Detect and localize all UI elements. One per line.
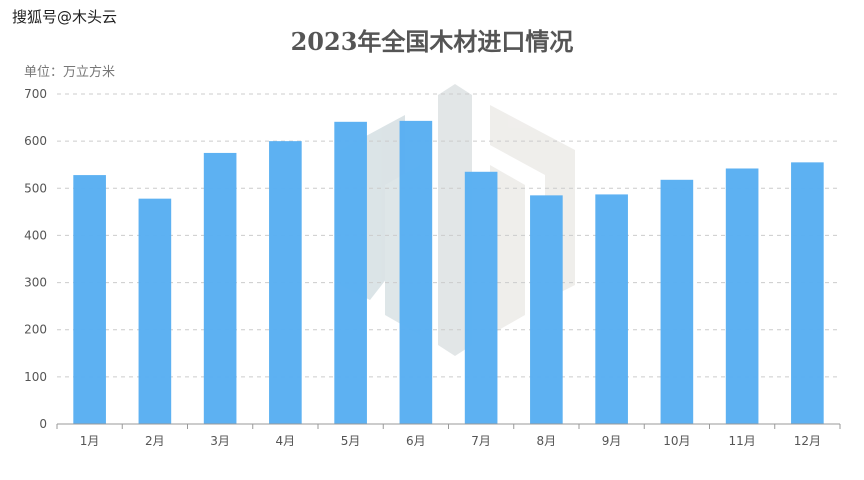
y-tick-label: 0: [39, 417, 47, 431]
bar[interactable]: [399, 120, 433, 424]
chart-title: 2023年全国木材进口情况: [290, 27, 574, 56]
x-tick-label: 2月: [145, 434, 165, 448]
x-tick-label: 12月: [794, 434, 821, 448]
bar[interactable]: [269, 141, 302, 424]
y-tick-label: 100: [24, 370, 47, 384]
x-tick-label: 3月: [210, 434, 230, 448]
x-tick-label: 9月: [602, 434, 622, 448]
y-tick-label: 200: [24, 323, 47, 337]
x-tick-label: 5月: [341, 434, 361, 448]
y-tick-label: 700: [24, 87, 47, 101]
y-tick-label: 400: [24, 228, 47, 242]
bar[interactable]: [595, 194, 628, 424]
x-tick-label: 11月: [728, 434, 755, 448]
bar[interactable]: [138, 198, 172, 424]
x-tick-label: 8月: [537, 434, 557, 448]
bar[interactable]: [203, 152, 237, 424]
bar[interactable]: [464, 171, 498, 424]
x-tick-label: 7月: [471, 434, 491, 448]
bar[interactable]: [660, 179, 694, 424]
x-tick-label: 6月: [406, 434, 426, 448]
y-tick-label: 300: [24, 276, 47, 290]
bar[interactable]: [73, 175, 106, 424]
bar[interactable]: [334, 121, 367, 425]
y-tick-label: 600: [24, 134, 47, 148]
x-tick-label: 1月: [80, 434, 100, 448]
watermark-text: 搜狐号@木头云: [12, 8, 118, 26]
bar[interactable]: [530, 195, 563, 424]
x-tick-label: 4月: [276, 434, 296, 448]
x-tick-label: 10月: [663, 434, 690, 448]
y-axis-unit-label: 单位：万立方米: [24, 65, 116, 80]
y-tick-label: 500: [24, 181, 47, 195]
bar[interactable]: [725, 168, 759, 424]
bar[interactable]: [791, 162, 824, 424]
